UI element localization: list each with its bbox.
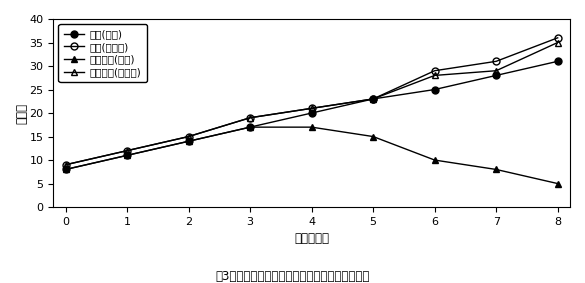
- 葉数(非寄生): [370, 97, 377, 101]
- 葉数(寄生): [431, 88, 438, 91]
- Line: 葉数(非寄生): 葉数(非寄生): [62, 34, 561, 168]
- Line: 葉数(寄生): 葉数(寄生): [62, 58, 561, 173]
- 葉数(寄生): [554, 60, 561, 63]
- 健全葉数(寄生): [185, 140, 192, 143]
- 葉数(寄生): [185, 140, 192, 143]
- 健全葉数(寄生): [247, 125, 254, 129]
- 葉数(寄生): [247, 125, 254, 129]
- 葉数(非寄生): [123, 149, 130, 152]
- 健全葉数(寄生): [431, 158, 438, 162]
- 葉数(寄生): [123, 154, 130, 157]
- 健全葉数(非寄生): [370, 97, 377, 101]
- 健全葉数(非寄生): [62, 163, 69, 166]
- 葉数(寄生): [493, 74, 500, 77]
- 健全葉数(寄生): [62, 168, 69, 171]
- 葉数(寄生): [308, 111, 315, 115]
- 健全葉数(非寄生): [431, 74, 438, 77]
- 葉数(非寄生): [431, 69, 438, 72]
- 葉数(非寄生): [493, 60, 500, 63]
- 葉数(寄生): [370, 97, 377, 101]
- 健全葉数(非寄生): [247, 116, 254, 119]
- 健全葉数(非寄生): [493, 69, 500, 72]
- Text: 図3　トマトサビダニの寄生が葉数に及ぼす影響: 図3 トマトサビダニの寄生が葉数に及ぼす影響: [215, 270, 370, 283]
- 葉数(非寄生): [247, 116, 254, 119]
- Line: 健全葉数(寄生): 健全葉数(寄生): [62, 124, 561, 187]
- 健全葉数(寄生): [554, 182, 561, 185]
- 健全葉数(非寄生): [554, 41, 561, 44]
- Legend: 葉数(寄生), 葉数(非寄生), 健全葉数(寄生), 健全葉数(非寄生): 葉数(寄生), 葉数(非寄生), 健全葉数(寄生), 健全葉数(非寄生): [58, 24, 147, 82]
- 葉数(非寄生): [62, 163, 69, 166]
- Line: 健全葉数(非寄生): 健全葉数(非寄生): [62, 39, 561, 168]
- 健全葉数(非寄生): [185, 135, 192, 138]
- 健全葉数(寄生): [308, 125, 315, 129]
- Y-axis label: 葉　数: 葉 数: [15, 102, 28, 124]
- 葉数(寄生): [62, 168, 69, 171]
- 葉数(非寄生): [554, 36, 561, 40]
- 健全葉数(寄生): [493, 168, 500, 171]
- 健全葉数(寄生): [123, 154, 130, 157]
- 葉数(非寄生): [308, 107, 315, 110]
- 健全葉数(非寄生): [123, 149, 130, 152]
- 葉数(非寄生): [185, 135, 192, 138]
- 健全葉数(寄生): [370, 135, 377, 138]
- X-axis label: 放飼後週数: 放飼後週数: [294, 232, 329, 245]
- 健全葉数(非寄生): [308, 107, 315, 110]
